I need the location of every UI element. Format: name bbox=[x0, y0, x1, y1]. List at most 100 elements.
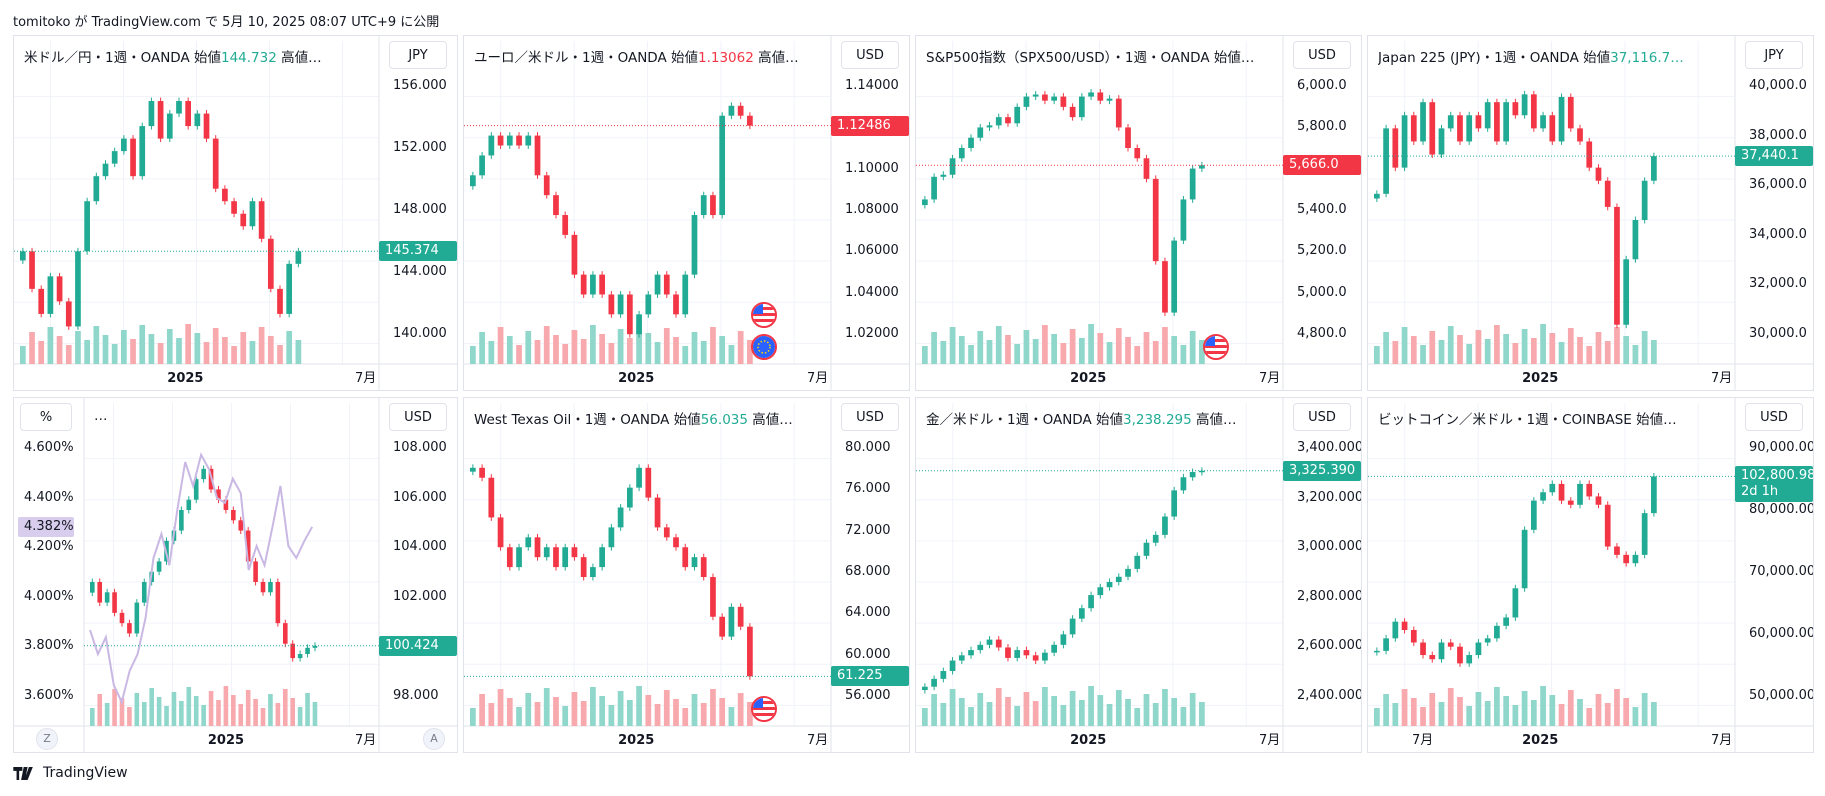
candle-body bbox=[47, 276, 54, 314]
chart-panel-wti[interactable]: West Texas Oil・1週・OANDA 始値56.035 高値… USD 8… bbox=[463, 397, 910, 753]
volume-bar bbox=[148, 334, 155, 364]
candle-body bbox=[1429, 655, 1436, 660]
chart-panel-btcusd[interactable]: ビットコイン／米ドル・1週・COINBASE 始値… USD 90,000.00 80… bbox=[1367, 397, 1814, 753]
price-axis-label: 1.14000 bbox=[845, 78, 899, 93]
chart-canvas[interactable] bbox=[916, 398, 1362, 753]
chart-panel-eurusd[interactable]: ユーロ／米ドル・1週・OANDA 始値1.13062 高値… USD 1.14000… bbox=[463, 35, 910, 391]
currency-unit-button[interactable]: JPY bbox=[1745, 41, 1803, 69]
candle-body bbox=[479, 467, 485, 478]
candle-body bbox=[139, 126, 146, 177]
candle-body bbox=[1125, 127, 1131, 148]
currency-unit-button[interactable]: USD bbox=[841, 41, 899, 69]
chart-title[interactable]: S&P500指数（SPX500/USD）・1週・OANDA 始値… bbox=[926, 46, 1254, 66]
candle-body bbox=[506, 547, 513, 568]
chart-canvas[interactable] bbox=[464, 36, 910, 391]
volume-bar bbox=[1042, 687, 1048, 726]
volume-bar bbox=[599, 696, 606, 726]
time-axis-month-label: 7月 bbox=[355, 371, 377, 386]
currency-unit-button[interactable]: USD bbox=[841, 403, 899, 431]
last-price-value: 102,800.98 bbox=[1741, 468, 1814, 484]
volume-bar bbox=[176, 338, 182, 364]
candle-body bbox=[958, 655, 965, 661]
volume-bar bbox=[1069, 691, 1076, 726]
price-axis-label: 4,800.0 bbox=[1297, 326, 1347, 341]
chart-title[interactable]: 米ドル／円・1週・OANDA 始値144.732 高値… bbox=[24, 46, 322, 66]
chart-title[interactable]: 金／米ドル・1週・OANDA 始値3,238.295 高値… bbox=[926, 408, 1237, 428]
chart-canvas[interactable] bbox=[1368, 398, 1814, 753]
volume-bar bbox=[1097, 333, 1104, 364]
chart-panel-us10y[interactable]: …% USD 4.600% 4.400% 4.200% 4.000% 3.800% 3.600… bbox=[13, 397, 458, 753]
title-symbol: … bbox=[94, 408, 108, 424]
candle-body bbox=[470, 467, 476, 472]
eu-flag-icon[interactable] bbox=[751, 334, 777, 360]
volume-bar bbox=[75, 331, 81, 364]
chart-panel-usdjpy[interactable]: 米ドル／円・1週・OANDA 始値144.732 高値… JPY 156.000 15… bbox=[13, 35, 458, 391]
time-axis-month-label: 7月 bbox=[1711, 733, 1733, 748]
volume-bar bbox=[737, 331, 744, 364]
chart-canvas[interactable] bbox=[14, 36, 458, 391]
us-flag-icon[interactable] bbox=[751, 696, 777, 722]
time-axis-year-label: 2025 bbox=[1522, 371, 1559, 386]
currency-unit-button-right[interactable]: USD bbox=[389, 403, 447, 431]
price-axis-label: 4.200% bbox=[24, 539, 74, 555]
volume-bar bbox=[1457, 697, 1463, 726]
us-flag-icon[interactable] bbox=[1203, 334, 1229, 360]
tradingview-footer[interactable]: TradingView bbox=[13, 765, 128, 781]
chart-title[interactable]: … bbox=[94, 408, 108, 424]
volume-bar bbox=[1521, 691, 1528, 726]
currency-unit-button[interactable]: % bbox=[20, 403, 72, 431]
chart-title[interactable]: ユーロ／米ドル・1週・OANDA 始値1.13062 高値… bbox=[474, 46, 799, 66]
title-symbol: 米ドル／円・1週・OANDA 始値 bbox=[24, 50, 221, 66]
candle-body bbox=[1484, 638, 1491, 643]
chart-panel-xauusd[interactable]: 金／米ドル・1週・OANDA 始値3,238.295 高値… USD 3,400.0… bbox=[915, 397, 1362, 753]
volume-bar bbox=[119, 698, 125, 726]
price-axis-label: 76.000 bbox=[845, 481, 891, 497]
candle-body bbox=[1383, 128, 1389, 194]
us-flag-icon[interactable] bbox=[751, 302, 777, 328]
volume-bar bbox=[654, 704, 661, 726]
volume-bar bbox=[1577, 699, 1583, 726]
candle-body bbox=[1438, 128, 1445, 155]
candle-body bbox=[636, 467, 642, 488]
chart-panel-spx500[interactable]: S&P500指数（SPX500/USD）・1週・OANDA 始値… USD 6,00… bbox=[915, 35, 1362, 391]
time-axis-year-label: 2025 bbox=[618, 733, 655, 748]
volume-bar bbox=[995, 688, 1002, 726]
volume-bar bbox=[986, 702, 993, 726]
price-axis-label: 5,200.0 bbox=[1297, 243, 1347, 259]
candle-body bbox=[282, 623, 288, 644]
title-open-value: 1.13062 bbox=[698, 50, 754, 66]
volume-bar bbox=[1521, 329, 1528, 364]
time-axis-year-label: 2025 bbox=[618, 371, 655, 386]
chart-canvas[interactable] bbox=[916, 36, 1362, 391]
currency-unit-button[interactable]: USD bbox=[1745, 403, 1803, 431]
currency-unit-button[interactable]: JPY bbox=[389, 41, 447, 69]
currency-unit-button[interactable]: USD bbox=[1293, 41, 1351, 69]
chart-panel-jp225[interactable]: Japan 225 (JPY)・1週・OANDA 始値37,116.7… JPY 4… bbox=[1367, 35, 1814, 391]
volume-bar bbox=[295, 340, 302, 364]
volume-bar bbox=[608, 705, 615, 726]
volume-bar bbox=[590, 325, 596, 364]
volume-bar bbox=[506, 336, 513, 364]
volume-bar bbox=[149, 688, 154, 726]
chart-canvas[interactable] bbox=[464, 398, 910, 753]
chart-title[interactable]: Japan 225 (JPY)・1週・OANDA 始値37,116.7… bbox=[1378, 46, 1684, 66]
chart-title[interactable]: ビットコイン／米ドル・1週・COINBASE 始値… bbox=[1378, 408, 1677, 428]
zoom-button[interactable]: Z bbox=[36, 728, 58, 750]
volume-bar bbox=[1586, 708, 1593, 726]
price-axis-label: 90,000.00 bbox=[1749, 440, 1814, 455]
candle-body bbox=[534, 537, 541, 558]
price-axis-label: 2,600.000 bbox=[1297, 638, 1362, 654]
volume-bar bbox=[286, 331, 293, 364]
time-axis-year-label: 2025 bbox=[1522, 733, 1559, 748]
candle-body bbox=[682, 547, 689, 568]
price-axis-label: 3.800% bbox=[24, 638, 74, 654]
auto-scale-button[interactable]: A bbox=[423, 728, 445, 750]
volume-bar bbox=[1447, 326, 1454, 364]
currency-unit-button[interactable]: USD bbox=[1293, 403, 1351, 431]
candle-body bbox=[710, 195, 716, 216]
chart-title[interactable]: West Texas Oil・1週・OANDA 始値56.035 高値… bbox=[474, 408, 793, 428]
chart-canvas[interactable] bbox=[14, 398, 458, 753]
volume-bar bbox=[931, 332, 937, 364]
chart-canvas[interactable] bbox=[1368, 36, 1814, 391]
time-axis-month-label: 7月 bbox=[1259, 371, 1281, 386]
